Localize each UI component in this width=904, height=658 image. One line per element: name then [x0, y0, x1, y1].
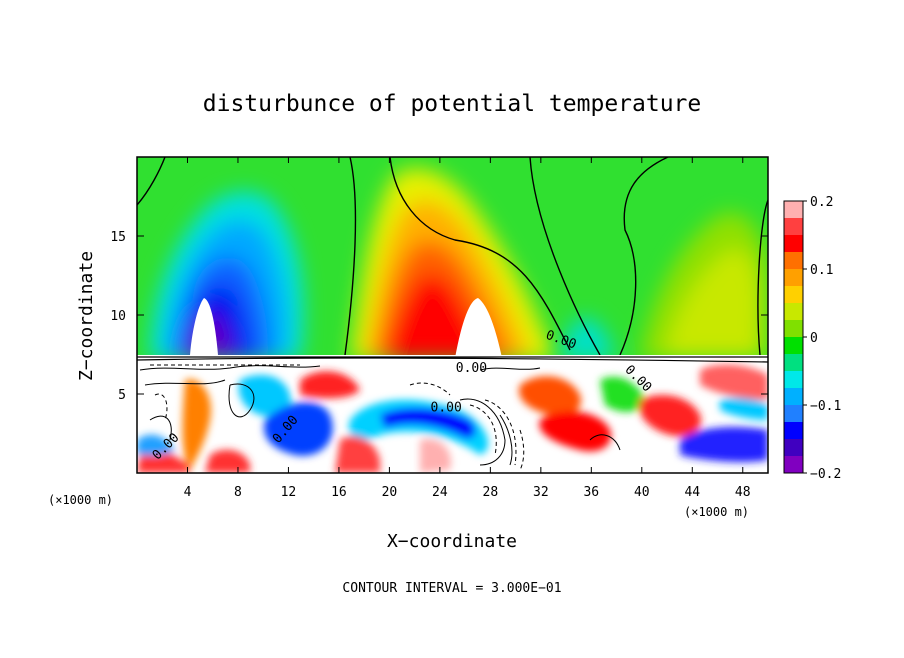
x-tick-label: 40 — [634, 485, 650, 500]
colorbar-swatch — [784, 422, 803, 440]
colorbar-tick-label: −0.1 — [810, 399, 841, 414]
x-tick-label: 44 — [684, 485, 700, 500]
x-unit-left-label: (×1000 m) — [48, 493, 113, 507]
colorbar-tick-label: 0 — [810, 331, 818, 346]
colorbar-tick-label: 0.2 — [810, 195, 833, 210]
plot-area — [137, 157, 768, 473]
colorbar-swatch — [784, 286, 803, 304]
colorbar-tick-label: −0.2 — [810, 467, 841, 482]
colorbar-swatch — [784, 405, 803, 423]
colorbar-swatch — [784, 235, 803, 253]
z-tick-label: 10 — [110, 309, 126, 324]
z-tick-label: 15 — [110, 230, 126, 245]
y-axis-title: Z−coordinate — [76, 251, 97, 381]
x-tick-label: 28 — [483, 485, 499, 500]
x-tick-label: 16 — [331, 485, 347, 500]
lower-contour-lines — [139, 365, 621, 466]
colorbar-swatch — [784, 439, 803, 457]
z-tick-label: 5 — [118, 388, 126, 403]
chart-title: disturbunce of potential temperature — [203, 91, 702, 117]
colorbar-swatch — [784, 354, 803, 372]
contour-value-label: 0.00 — [431, 400, 462, 415]
x-unit-right-label: (×1000 m) — [684, 505, 749, 519]
x-tick-label: 48 — [735, 485, 751, 500]
colorbar-swatch — [784, 456, 803, 474]
colorbar-swatch — [784, 337, 803, 355]
x-tick-label: 32 — [533, 485, 549, 500]
contour-value-label: 0.00 — [456, 361, 487, 376]
x-tick-label: 20 — [382, 485, 398, 500]
colorbar-swatch — [784, 320, 803, 338]
colorbar: 0.2 0.1 0 −0.1 −0.2 — [783, 195, 841, 482]
colorbar-swatch — [784, 201, 803, 219]
colorbar-tick-label: 0.1 — [810, 263, 833, 278]
x-tick-label: 36 — [583, 485, 599, 500]
x-tick-label: 24 — [432, 485, 448, 500]
right-side-features — [560, 212, 768, 360]
warm-core-white — [455, 298, 502, 358]
x-tick-label: 4 — [184, 485, 192, 500]
x-tick-label: 8 — [234, 485, 242, 500]
colorbar-swatch — [784, 371, 803, 389]
x-axis-ticks: 4 8 12 16 20 24 28 32 36 40 44 48 — [184, 157, 751, 500]
colorbar-swatch — [784, 303, 803, 321]
x-axis-title: X−coordinate — [387, 531, 517, 552]
cold-core-white — [190, 298, 218, 355]
colorbar-swatch — [784, 218, 803, 236]
colorbar-swatch — [784, 388, 803, 406]
boundary-line — [137, 356, 768, 363]
contour-interval-label: CONTOUR INTERVAL = 3.000E−01 — [342, 581, 561, 596]
z-axis-ticks: 5 10 15 — [110, 230, 768, 403]
x-tick-label: 12 — [281, 485, 297, 500]
negative-contour-lines — [150, 364, 525, 471]
colorbar-swatch — [784, 252, 803, 270]
lower-layer-anomalies — [137, 364, 768, 473]
colorbar-swatch — [784, 269, 803, 287]
zero-contour-lines — [137, 157, 768, 356]
